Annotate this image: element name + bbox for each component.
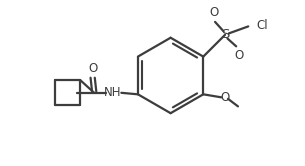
Text: O: O [235,49,244,62]
Text: Cl: Cl [257,19,268,32]
Text: O: O [88,62,97,75]
Text: O: O [221,91,230,104]
Text: NH: NH [103,86,121,99]
Text: O: O [209,6,218,19]
Text: S: S [221,28,229,41]
